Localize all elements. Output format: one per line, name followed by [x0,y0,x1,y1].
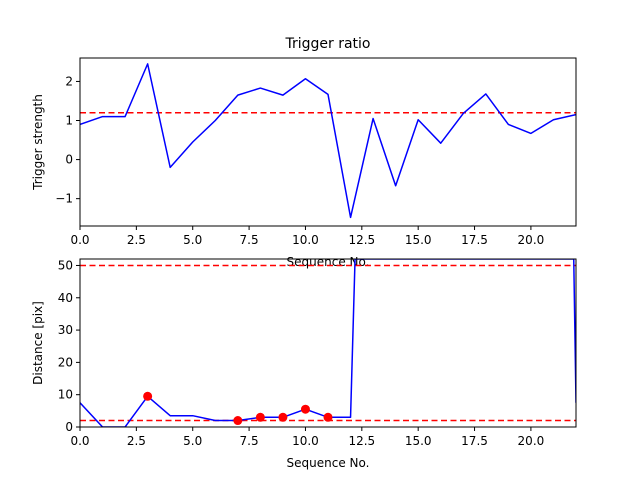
trigger-ratio-y-tick-label: 0 [65,153,73,167]
trigger-ratio-panel: 0.0 2.5 5.0 7.5 10.0 12.5 15.0 17.5 20.0 −1 0 1 2 Seq… [31,36,577,269]
distance-y-axis-label: Distance [pix] [31,301,45,385]
distance-y-tick-label: 20 [58,355,73,369]
distance-marker-point [255,412,265,422]
trigger-ratio-y-axis-label: Trigger strength [31,94,45,191]
distance-axes-frame [79,258,577,428]
trigger-ratio-x-tick-label: 12.5 [348,233,375,247]
distance-marker-point [278,412,288,422]
distance-x-tick-label: 20.0 [518,434,545,448]
trigger-ratio-y-tick-label: 2 [65,74,73,88]
distance-x-tick-label: 12.5 [348,434,375,448]
distance-x-tick-label: 5.0 [183,434,202,448]
trigger-ratio-x-tick-label: 7.5 [240,233,259,247]
distance-y-tick-label: 50 [58,258,73,272]
distance-y-tick-label: 10 [58,388,73,402]
distance-x-tick-label: 0.0 [70,434,89,448]
distance-x-tick-label: 17.5 [461,434,488,448]
trigger-ratio-x-tick-label: 17.5 [461,233,488,247]
trigger-ratio-x-tick-label: 10.0 [292,233,319,247]
trigger-ratio-axes-frame [79,57,577,227]
trigger-ratio-plot-area [80,63,576,219]
trigger-ratio-series-line-0 [80,63,576,219]
distance-marker-point [300,404,310,414]
distance-x-tick-label: 2.5 [127,434,146,448]
trigger-ratio-x-tick-label: 5.0 [183,233,202,247]
distance-series-line-0 [80,259,576,427]
trigger-ratio-x-axis-label: Sequence No. [287,255,370,269]
distance-marker-point [143,391,153,401]
distance-marker-point [323,412,333,422]
trigger-ratio-y-tick-label: −1 [55,192,73,206]
distance-x-tick-label: 10.0 [292,434,319,448]
trigger-ratio-x-tick-label: 2.5 [127,233,146,247]
distance-x-tick-label: 15.0 [405,434,432,448]
trigger-ratio-x-tick-label: 15.0 [405,233,432,247]
distance-x-tick-label: 7.5 [240,434,259,448]
distance-marker-point [233,416,243,426]
distance-y-tick-label: 40 [58,291,73,305]
trigger-ratio-chart-title: Trigger ratio [284,36,370,52]
distance-y-tick-label: 30 [58,323,73,337]
distance-y-tick-label: 0 [65,420,73,434]
trigger-ratio-x-tick-label: 0.0 [70,233,89,247]
trigger-ratio-y-tick-label: 1 [65,114,73,128]
distance-x-axis-label: Sequence No. [287,456,370,470]
distance-panel: 0.0 2.5 5.0 7.5 10.0 12.5 15.0 17.5 20.0 0 10 20 30 4… [31,258,577,470]
distance-plot-area [80,259,576,427]
trigger-ratio-x-tick-label: 20.0 [518,233,545,247]
